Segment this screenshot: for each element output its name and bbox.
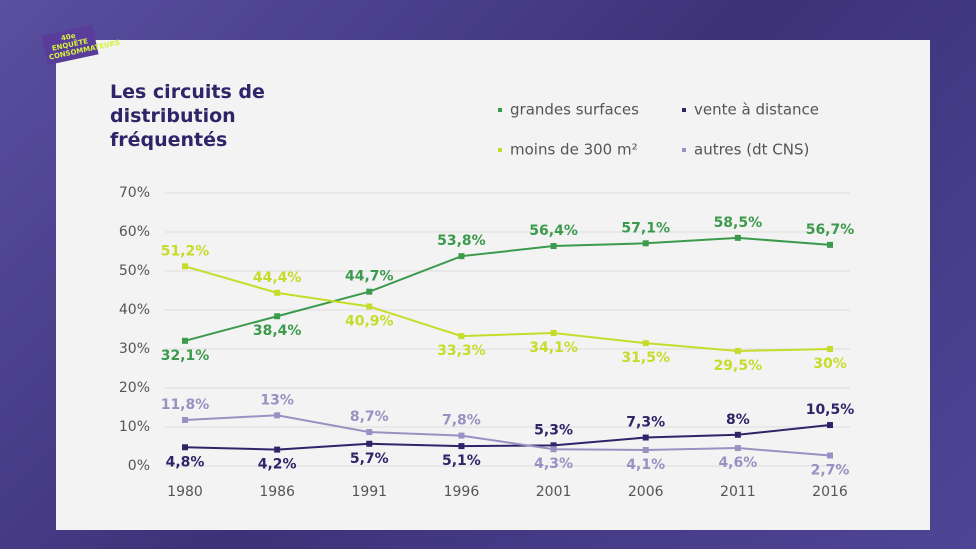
- data-point: [182, 337, 188, 344]
- y-tick-label: 20%: [119, 380, 150, 396]
- x-tick-label: 2001: [536, 484, 572, 500]
- data-point: [366, 288, 373, 295]
- data-point: [642, 434, 649, 441]
- y-tick-label: 50%: [119, 263, 150, 279]
- value-label: 44,7%: [345, 269, 394, 285]
- value-label: 31,5%: [621, 350, 670, 366]
- y-tick-label: 10%: [119, 419, 150, 435]
- value-label: 8%: [726, 412, 750, 428]
- y-tick-label: 0%: [128, 458, 150, 474]
- value-label: 10,5%: [806, 402, 855, 418]
- value-label: 34,1%: [529, 340, 578, 356]
- value-label: 4,6%: [718, 455, 757, 471]
- value-label: 5,3%: [534, 422, 573, 438]
- y-tick-label: 60%: [119, 224, 150, 240]
- value-label: 2,7%: [811, 462, 850, 478]
- data-point: [458, 432, 465, 439]
- value-label: 32,1%: [161, 348, 210, 364]
- x-tick-label: 2006: [628, 484, 664, 500]
- data-point: [734, 431, 741, 438]
- value-label: 4,3%: [534, 456, 573, 472]
- data-point: [827, 346, 833, 352]
- data-point: [274, 289, 281, 296]
- value-label: 4,2%: [258, 457, 297, 473]
- legend-label: moins de 300 m²: [510, 141, 638, 159]
- data-point: [458, 253, 465, 260]
- data-point: [642, 447, 649, 454]
- x-tick-label: 1996: [444, 484, 480, 500]
- data-point: [550, 330, 557, 337]
- data-point: [458, 443, 465, 450]
- data-point: [458, 333, 465, 340]
- data-point: [734, 445, 741, 452]
- data-point: [182, 416, 188, 423]
- legend-label: vente à distance: [694, 101, 819, 119]
- legend-swatch: [682, 108, 686, 112]
- data-point: [366, 303, 373, 310]
- data-point: [366, 429, 373, 436]
- data-point: [274, 412, 281, 419]
- data-point: [366, 440, 373, 447]
- y-tick-label: 40%: [119, 302, 150, 318]
- value-label: 4,8%: [166, 454, 205, 470]
- value-label: 33,3%: [437, 343, 486, 359]
- data-point: [274, 313, 281, 320]
- data-point: [734, 234, 741, 241]
- value-label: 30%: [813, 356, 847, 372]
- data-point: [182, 263, 188, 270]
- series-line: [184, 265, 831, 352]
- value-label: 44,4%: [253, 270, 302, 286]
- legend-label: autres (dt CNS): [694, 141, 809, 159]
- value-label: 51,2%: [161, 243, 210, 259]
- value-label: 5,7%: [350, 451, 389, 467]
- x-tick-label: 1980: [167, 484, 203, 500]
- data-point: [827, 422, 833, 429]
- value-label: 11,8%: [161, 397, 210, 413]
- legend-swatch: [682, 148, 686, 152]
- data-point: [274, 446, 281, 453]
- chart-title: Les circuits de distribution fréquentés: [110, 81, 265, 151]
- legend-label: grandes surfaces: [510, 101, 639, 119]
- value-label: 38,4%: [253, 323, 302, 339]
- data-point: [550, 442, 557, 449]
- data-point: [827, 452, 833, 459]
- x-tick-label: 1986: [259, 484, 295, 500]
- data-point: [642, 340, 649, 347]
- value-label: 13%: [260, 392, 294, 408]
- value-label: 40,9%: [345, 313, 394, 329]
- x-tick-label: 2011: [720, 484, 756, 500]
- legend-swatch: [498, 148, 502, 152]
- series-line: [184, 414, 831, 457]
- data-point: [550, 446, 557, 453]
- value-label: 53,8%: [437, 233, 486, 249]
- value-label: 4,1%: [626, 457, 665, 473]
- y-tick-label: 70%: [119, 185, 150, 201]
- data-point: [182, 444, 188, 451]
- data-point: [734, 347, 741, 354]
- value-label: 29,5%: [714, 358, 763, 374]
- value-label: 56,7%: [806, 222, 855, 238]
- value-label: 5,1%: [442, 453, 481, 469]
- value-label: 8,7%: [350, 409, 389, 425]
- series-line: [184, 236, 831, 342]
- x-tick-label: 1991: [351, 484, 387, 500]
- x-tick-label: 2016: [812, 484, 848, 500]
- value-label: 56,4%: [529, 223, 578, 239]
- value-label: 7,3%: [626, 415, 665, 431]
- value-label: 7,8%: [442, 413, 481, 429]
- series-line: [184, 424, 831, 451]
- data-point: [642, 240, 649, 247]
- value-label: 57,1%: [621, 220, 670, 236]
- legend-swatch: [498, 108, 502, 112]
- data-point: [550, 243, 557, 250]
- data-point: [827, 241, 833, 248]
- y-tick-label: 30%: [119, 341, 150, 357]
- value-label: 58,5%: [714, 215, 763, 231]
